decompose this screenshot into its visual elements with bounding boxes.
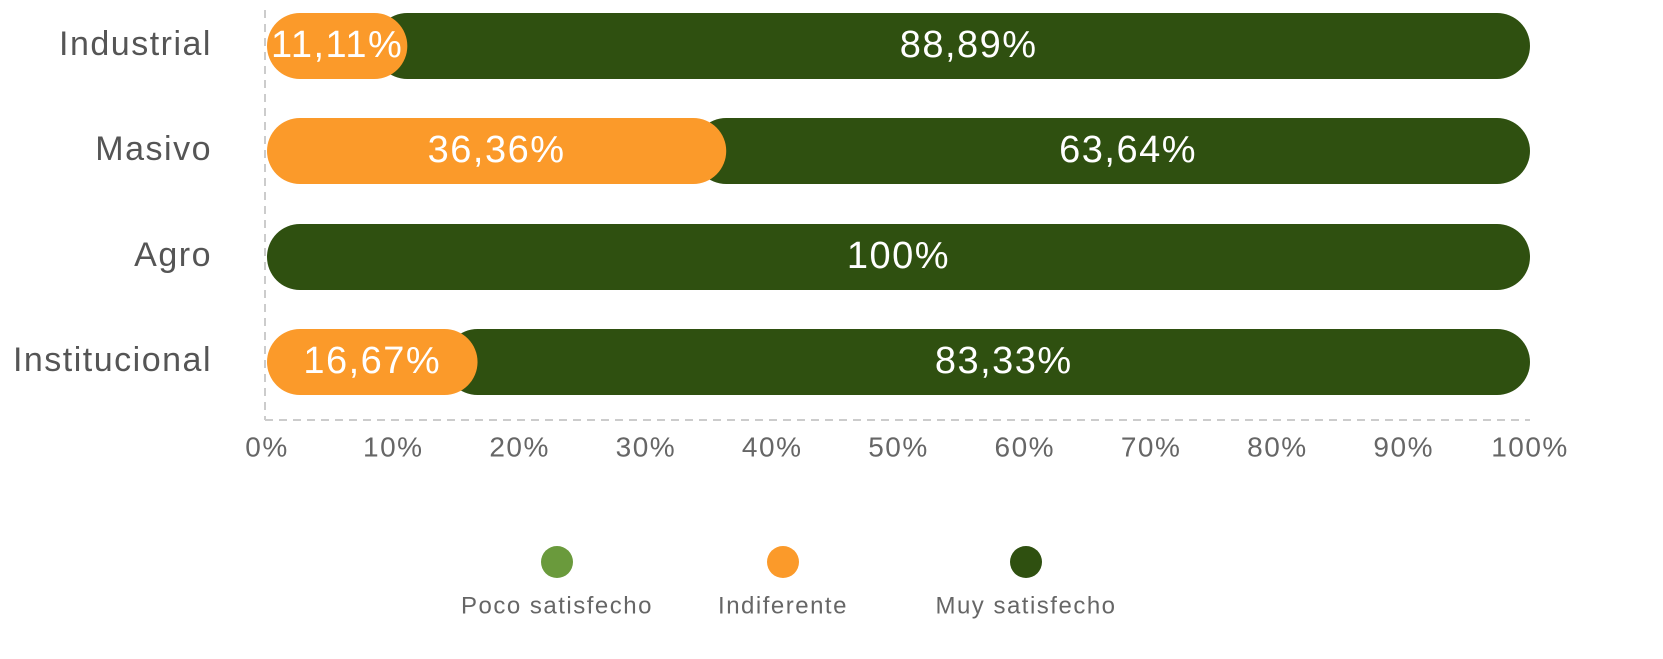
x-tick-label: 70% [1121, 431, 1182, 462]
value-label: 16,67% [303, 340, 441, 382]
value-label: 36,36% [428, 129, 566, 171]
x-tick-label: 0% [245, 431, 288, 462]
value-label: 11,11% [271, 24, 403, 66]
legend-swatch [767, 546, 799, 578]
category-label: Masivo [95, 130, 212, 168]
legend-swatch [1010, 546, 1042, 578]
x-tick-label: 20% [489, 431, 550, 462]
x-tick-label: 40% [742, 431, 803, 462]
category-label: Institucional [13, 341, 212, 379]
legend-label: Indiferente [718, 592, 848, 619]
x-tick-label: 100% [1491, 431, 1569, 462]
legend-label: Poco satisfecho [461, 592, 653, 619]
bar-segment [267, 13, 408, 79]
bar-segment [267, 329, 478, 395]
category-label: Agro [134, 236, 212, 274]
value-label: 88,89% [900, 24, 1038, 66]
value-label: 63,64% [1059, 129, 1197, 171]
x-tick-label: 80% [1247, 431, 1308, 462]
value-label: 83,33% [935, 340, 1073, 382]
legend-swatch [541, 546, 573, 578]
legend-label: Muy satisfecho [935, 592, 1116, 619]
bar-segment [693, 118, 1530, 184]
category-label: Industrial [59, 25, 212, 63]
bar-segment [267, 118, 727, 184]
value-label: 100% [847, 235, 950, 277]
x-tick-label: 10% [363, 431, 424, 462]
bar-segment [374, 13, 1530, 79]
bar-segment [267, 224, 1530, 290]
x-tick-label: 60% [995, 431, 1056, 462]
x-tick-label: 90% [1373, 431, 1434, 462]
x-tick-label: 30% [616, 431, 677, 462]
x-tick-label: 50% [868, 431, 929, 462]
bar-segment [444, 329, 1530, 395]
